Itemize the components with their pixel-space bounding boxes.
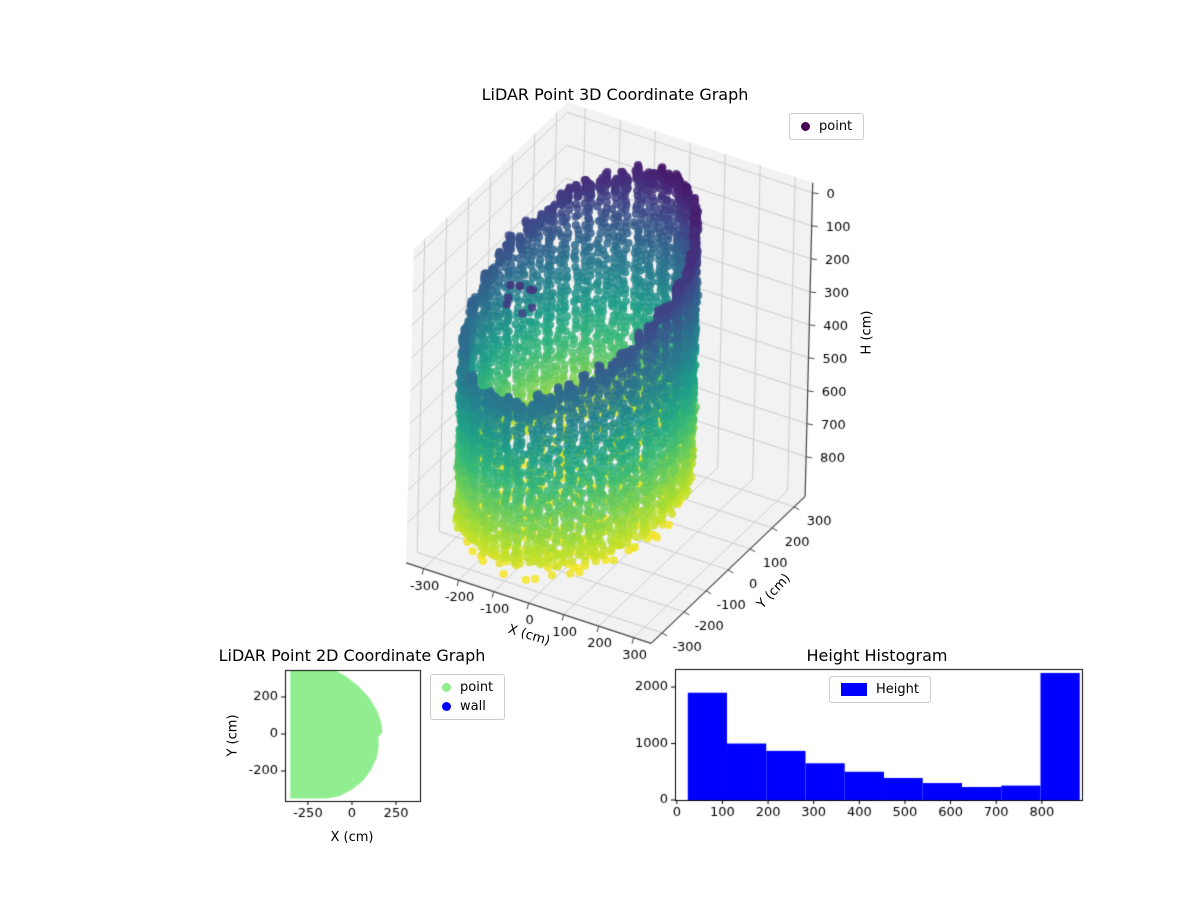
legend-label: point <box>460 680 494 695</box>
plot2d-title: LiDAR Point 2D Coordinate Graph <box>218 646 486 665</box>
legend-label: Height <box>876 682 919 697</box>
plot3d-title: LiDAR Point 3D Coordinate Graph <box>481 85 749 104</box>
legend-item-wall: wall <box>442 698 493 715</box>
histogram-legend: Height <box>829 676 931 703</box>
point-marker-icon <box>442 683 451 692</box>
plot3d-legend: point <box>789 113 865 140</box>
legend-item-point: point <box>442 679 493 696</box>
histogram-title: Height Histogram <box>806 646 948 665</box>
legend-label: wall <box>460 699 486 714</box>
height-swatch-icon <box>841 683 867 696</box>
plot3d-haxis-label: H (cm) <box>859 310 875 355</box>
plot2d-xaxis-label: X (cm) <box>330 830 374 845</box>
plot2d-yaxis-label: Y (cm) <box>225 714 241 757</box>
legend-label: point <box>819 119 853 134</box>
plot2d-legend: point wall <box>430 674 506 720</box>
point-marker-icon <box>801 122 810 131</box>
wall-marker-icon <box>442 702 451 711</box>
legend-item-height: Height <box>841 681 919 698</box>
legend-item-point: point <box>801 118 852 135</box>
